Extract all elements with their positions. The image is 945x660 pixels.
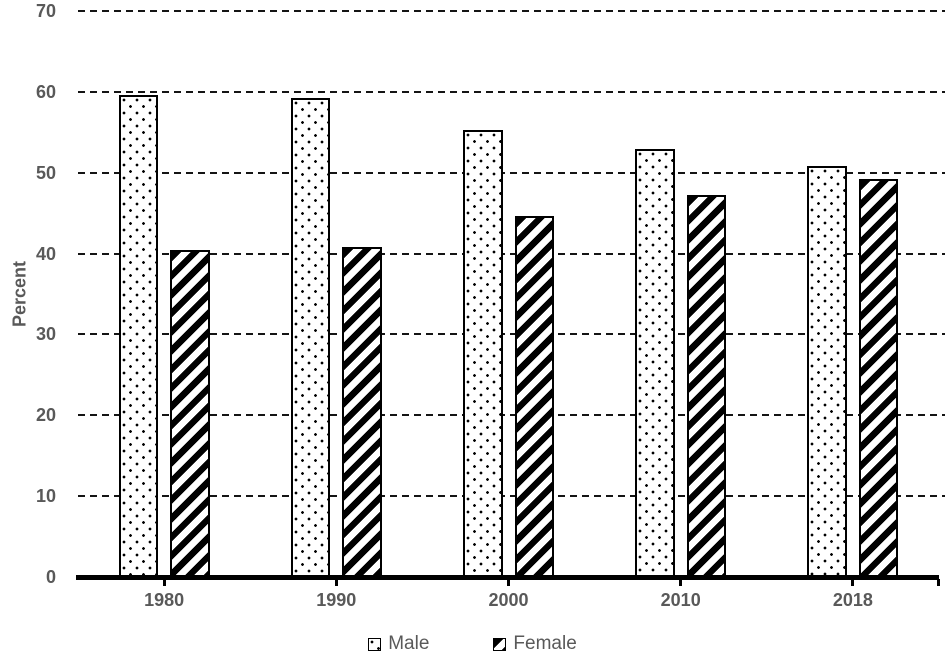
gridline-60 xyxy=(78,90,945,93)
bar-male-2018 xyxy=(807,166,847,577)
gridline-20 xyxy=(78,414,945,417)
x-tick-label-2010: 2010 xyxy=(660,590,701,610)
gridline-40 xyxy=(78,252,945,255)
hatched-swatch-icon xyxy=(493,637,507,651)
y-tick-label-60: 60 xyxy=(35,81,56,102)
gridline-10 xyxy=(78,495,945,498)
gridline-50 xyxy=(78,171,945,174)
bar-male-1980 xyxy=(118,95,159,577)
bar-male-2010 xyxy=(635,149,675,577)
y-tick-label-20: 20 xyxy=(35,405,56,426)
x-tick-label-1990: 1990 xyxy=(316,590,357,610)
gridline-70 xyxy=(78,10,945,12)
bar-female-1980 xyxy=(170,250,210,577)
x-axis-line xyxy=(76,575,939,580)
bar-female-2010 xyxy=(686,195,727,577)
x-tick-1980 xyxy=(162,579,166,586)
y-tick-label-0: 0 xyxy=(45,567,56,587)
legend-label-female: Female xyxy=(513,633,577,654)
x-axis-end-tick xyxy=(936,579,940,586)
legend-label-male: Male xyxy=(388,633,430,654)
gridline-30 xyxy=(78,333,945,336)
bar-male-1990 xyxy=(290,98,331,577)
bar-female-2018 xyxy=(858,179,899,577)
bar-female-2000 xyxy=(514,215,554,577)
x-tick-1990 xyxy=(334,579,338,586)
legend-item-male: Male xyxy=(368,633,429,655)
legend-item-female: Female xyxy=(493,633,577,655)
x-tick-label-1980: 1980 xyxy=(144,590,185,610)
x-tick-2018 xyxy=(851,579,855,586)
y-tick-label-40: 40 xyxy=(35,243,56,264)
dotted-swatch-icon xyxy=(368,637,382,651)
bar-male-2000 xyxy=(463,129,503,577)
y-tick-label-70: 70 xyxy=(35,1,56,21)
legend: Male Female xyxy=(0,633,945,655)
x-tick-label-2000: 2000 xyxy=(488,590,529,610)
x-tick-2010 xyxy=(679,579,683,586)
y-tick-label-10: 10 xyxy=(35,486,56,507)
y-tick-label-30: 30 xyxy=(35,324,56,345)
x-tick-2000 xyxy=(507,579,510,586)
bar-female-1990 xyxy=(342,247,382,577)
x-tick-label-2018: 2018 xyxy=(832,590,873,610)
y-tick-label-50: 50 xyxy=(35,162,56,183)
y-axis-title: Percent xyxy=(9,260,30,328)
